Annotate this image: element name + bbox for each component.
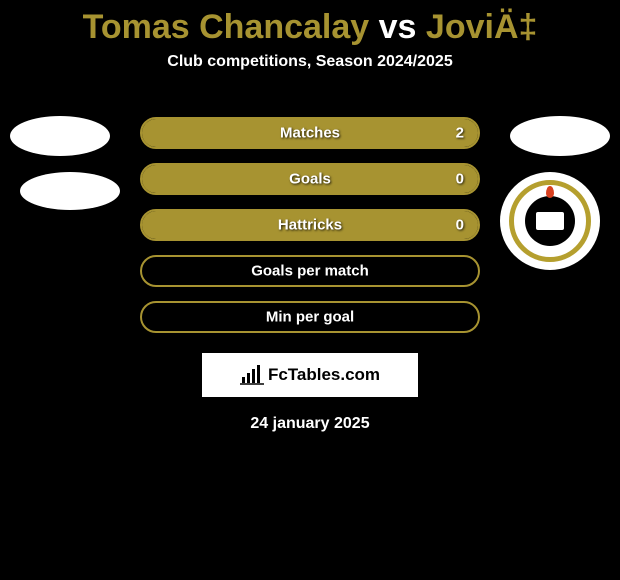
crest-flame-icon [546, 186, 554, 198]
crest-ring [509, 180, 591, 262]
stat-label: Goals [289, 171, 331, 188]
stat-bar-hattricks: Hattricks 0 [140, 209, 480, 241]
player2-badge-placeholder-1 [510, 116, 610, 156]
subtitle: Club competitions, Season 2024/2025 [0, 53, 620, 71]
title-player2: JoviÄ‡ [426, 8, 538, 46]
stat-bar-goals-per-match: Goals per match [140, 255, 480, 287]
title-vs: vs [379, 8, 417, 46]
stat-bar-min-per-goal: Min per goal [140, 301, 480, 333]
stat-value-right: 0 [456, 171, 464, 188]
title: Tomas Chancalay vs JoviÄ‡ [0, 0, 620, 47]
stat-label: Hattricks [278, 217, 342, 234]
stat-label: Min per goal [266, 309, 354, 326]
stat-value-right: 2 [456, 125, 464, 142]
date: 24 january 2025 [0, 415, 620, 433]
attribution-box: FcTables.com [202, 353, 418, 397]
stat-label: Matches [280, 125, 340, 142]
bar-chart-icon [240, 365, 264, 385]
stat-label: Goals per match [251, 263, 369, 280]
stat-bar-goals: Goals 0 [140, 163, 480, 195]
player1-badge-placeholder-1 [10, 116, 110, 156]
attribution-text: FcTables.com [268, 365, 380, 385]
title-player1: Tomas Chancalay [83, 8, 379, 46]
player2-club-crest [500, 172, 600, 270]
crest-book-icon [536, 212, 564, 230]
crest-core [525, 196, 575, 246]
stat-value-right: 0 [456, 217, 464, 234]
player1-badge-placeholder-2 [20, 172, 120, 210]
stat-bar-matches: Matches 2 [140, 117, 480, 149]
